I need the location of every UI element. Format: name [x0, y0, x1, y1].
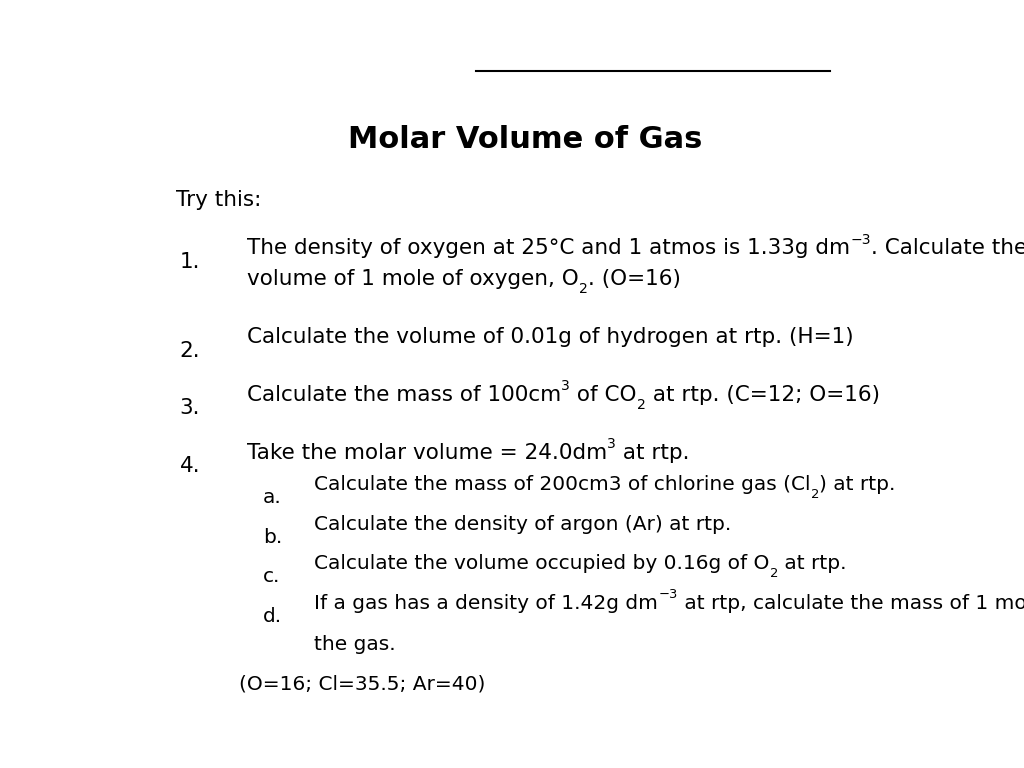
- Text: 1.: 1.: [179, 252, 200, 272]
- Text: 3: 3: [607, 437, 616, 451]
- Text: 4.: 4.: [179, 456, 201, 476]
- Text: at rtp.: at rtp.: [778, 554, 847, 573]
- Text: 2: 2: [579, 282, 588, 296]
- Text: Take the molar volume = 24.0dm: Take the molar volume = 24.0dm: [247, 443, 607, 463]
- Text: Try this:: Try this:: [176, 190, 261, 210]
- Text: Calculate the mass of 200cm3 of chlorine gas (Cl: Calculate the mass of 200cm3 of chlorine…: [314, 475, 811, 494]
- Text: The density of oxygen at 25°C and 1 atmos is 1.33g dm: The density of oxygen at 25°C and 1 atmo…: [247, 238, 850, 258]
- Text: 3: 3: [561, 379, 570, 393]
- Text: . Calculate the: . Calculate the: [870, 238, 1024, 258]
- Text: Calculate the volume occupied by 0.16g of O: Calculate the volume occupied by 0.16g o…: [314, 554, 770, 573]
- Text: a.: a.: [263, 488, 282, 507]
- Text: at rtp, calculate the mass of 1 mole of: at rtp, calculate the mass of 1 mole of: [678, 594, 1024, 613]
- Text: 2: 2: [770, 567, 778, 580]
- Text: 3.: 3.: [179, 399, 200, 419]
- Text: at rtp. (C=12; O=16): at rtp. (C=12; O=16): [645, 385, 880, 405]
- Text: at rtp.: at rtp.: [616, 443, 690, 463]
- Text: −3: −3: [658, 588, 678, 601]
- Text: Calculate the mass of 100cm: Calculate the mass of 100cm: [247, 385, 561, 405]
- Text: of CO: of CO: [570, 385, 637, 405]
- Text: If a gas has a density of 1.42g dm: If a gas has a density of 1.42g dm: [314, 594, 658, 613]
- Text: Calculate the density of argon (Ar) at rtp.: Calculate the density of argon (Ar) at r…: [314, 515, 732, 534]
- Text: (O=16; Cl=35.5; Ar=40): (O=16; Cl=35.5; Ar=40): [239, 674, 485, 694]
- Text: 2: 2: [811, 488, 819, 501]
- Text: the gas.: the gas.: [314, 634, 396, 654]
- Text: 2.: 2.: [179, 340, 201, 360]
- Text: Molar Volume of Gas: Molar Volume of Gas: [347, 124, 702, 154]
- Text: −3: −3: [850, 233, 870, 247]
- Text: 2: 2: [637, 398, 645, 412]
- Text: b.: b.: [263, 528, 283, 547]
- Text: Calculate the volume of 0.01g of hydrogen at rtp. (H=1): Calculate the volume of 0.01g of hydroge…: [247, 327, 854, 347]
- Text: c.: c.: [263, 568, 281, 587]
- Text: . (O=16): . (O=16): [588, 269, 681, 289]
- Text: d.: d.: [263, 607, 282, 626]
- Text: volume of 1 mole of oxygen, O: volume of 1 mole of oxygen, O: [247, 269, 579, 289]
- Text: ) at rtp.: ) at rtp.: [819, 475, 896, 494]
